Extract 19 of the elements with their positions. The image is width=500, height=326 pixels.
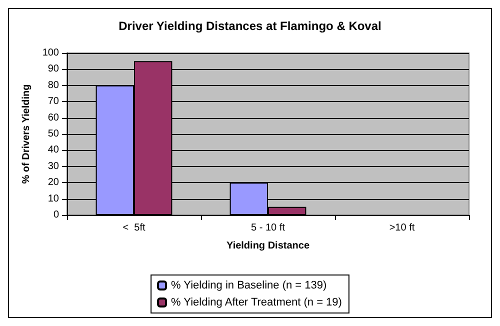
y-axis-title: % of Drivers Yielding [20, 84, 32, 184]
y-tick-label: 20 [48, 177, 60, 188]
y-tick-label: 0 [53, 210, 60, 220]
y-tick-label: 40 [48, 144, 60, 156]
y-tick-label: 50 [48, 128, 60, 140]
legend-label: % Yielding After Treatment (n = 19) [171, 296, 342, 308]
x-tick-label: < 5ft [122, 222, 146, 234]
y-tick-label: 60 [48, 112, 60, 124]
chart-title: Driver Yielding Distances at Flamingo & Koval [118, 19, 382, 33]
y-tick-label: 90 [48, 64, 60, 75]
y-tick-label: 30 [48, 160, 60, 172]
legend-label: % Yielding in Baseline (n = 139) [171, 280, 327, 292]
x-tick-label: 5 - 10 ft [251, 222, 286, 234]
y-tick-label: 100 [42, 48, 60, 58]
x-tick-label: >10 ft [389, 222, 415, 234]
y-tick-label: 80 [48, 80, 60, 91]
y-tick-label: 70 [48, 96, 60, 108]
x-axis-title: Yielding Distance [226, 240, 310, 252]
y-tick-label: 10 [48, 193, 60, 204]
